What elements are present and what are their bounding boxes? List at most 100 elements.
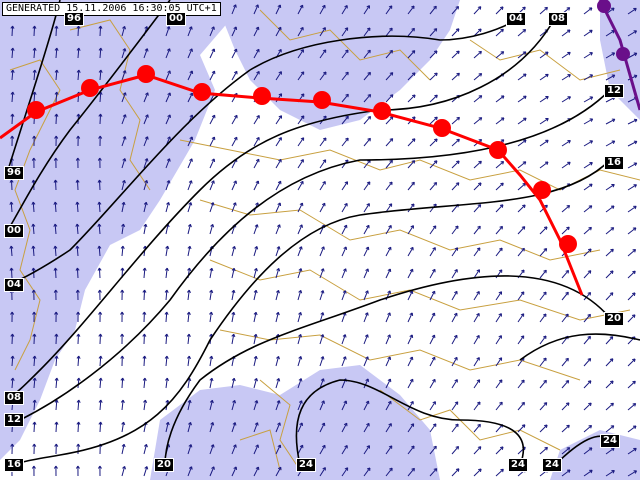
wind-arrow-head xyxy=(320,378,325,382)
wind-arrow-head xyxy=(299,202,304,207)
wind-arrow xyxy=(561,402,570,411)
wind-arrow-head xyxy=(98,135,103,139)
wind-arrow xyxy=(319,445,326,455)
wind-arrow xyxy=(407,378,414,389)
wind-arrow-head xyxy=(76,135,81,139)
wind-arrow-head xyxy=(431,356,436,361)
wind-arrow xyxy=(605,270,614,279)
wind-arrow xyxy=(319,27,326,37)
wind-arrow-head xyxy=(499,6,504,10)
wind-arrow-head xyxy=(476,312,480,317)
wind-arrow-head xyxy=(300,26,304,31)
wind-arrow-head xyxy=(388,445,393,449)
wind-arrow xyxy=(231,246,236,257)
wind-arrow-head xyxy=(523,73,527,78)
wind-arrow-head xyxy=(121,201,126,206)
wind-arrow xyxy=(54,267,57,279)
wind-arrow-head xyxy=(476,334,480,339)
wind-arrow xyxy=(231,136,238,147)
wind-arrow-head xyxy=(320,356,325,360)
wind-arrow-head xyxy=(144,136,149,140)
warm-front-symbol xyxy=(137,65,155,83)
wind-arrow-head xyxy=(278,48,282,53)
wind-arrow xyxy=(363,445,370,455)
wind-arrow-head xyxy=(498,313,502,317)
wind-arrow xyxy=(363,312,369,323)
wind-arrow-head xyxy=(276,355,280,360)
wind-arrow-head xyxy=(610,402,614,407)
wind-arrow xyxy=(187,400,191,411)
wind-arrow xyxy=(605,402,614,411)
wind-arrow xyxy=(561,205,570,213)
wind-arrow xyxy=(121,377,124,389)
wind-arrow-head xyxy=(343,268,347,272)
wind-arrow-head xyxy=(455,5,460,10)
wind-arrow-head xyxy=(588,402,592,407)
wind-arrow-head xyxy=(189,158,193,162)
wind-arrow-head xyxy=(387,312,391,316)
wind-arrow xyxy=(385,356,391,367)
wind-arrow-head xyxy=(98,355,103,359)
wind-arrow-head xyxy=(276,224,281,228)
wind-arrow-head xyxy=(433,28,438,32)
wind-arrow-head xyxy=(478,73,483,77)
wind-arrow-head xyxy=(476,379,481,383)
wind-arrow-head xyxy=(521,226,526,230)
wind-arrow xyxy=(253,115,260,125)
wind-arrow xyxy=(605,227,614,235)
wind-arrow xyxy=(98,179,101,191)
wind-arrow xyxy=(54,223,57,235)
wind-arrow-head xyxy=(97,223,102,227)
wind-arrow-head xyxy=(54,135,59,139)
wind-arrow-head xyxy=(322,137,327,141)
wind-arrow-head xyxy=(277,4,282,9)
wind-arrow-head xyxy=(342,356,347,360)
wind-arrow-head xyxy=(54,399,59,403)
wind-arrow xyxy=(495,291,502,301)
wind-arrow xyxy=(627,184,637,191)
wind-arrow xyxy=(517,247,525,257)
wind-arrow-head xyxy=(232,202,237,206)
wind-arrow-head xyxy=(32,69,37,73)
wind-arrow-head xyxy=(54,69,59,73)
isoline-12 xyxy=(19,89,611,421)
wind-arrow xyxy=(209,70,216,81)
wind-arrow xyxy=(429,28,438,37)
wind-arrow-head xyxy=(188,180,193,184)
wind-arrow xyxy=(275,180,282,191)
wind-arrow-head xyxy=(366,181,371,185)
wind-arrow xyxy=(341,224,348,235)
wind-arrow xyxy=(98,201,101,213)
wind-arrow xyxy=(143,114,149,125)
wind-arrow xyxy=(539,73,549,81)
wind-arrow xyxy=(473,117,483,125)
wind-arrow xyxy=(451,423,459,433)
wind-arrow-head xyxy=(365,268,369,272)
wind-arrow-head xyxy=(233,180,238,184)
wind-arrow-head xyxy=(253,311,258,316)
occluded-front-symbol xyxy=(597,0,611,13)
wind-arrow-head xyxy=(120,311,125,315)
wind-arrow-head xyxy=(500,160,505,165)
wind-arrow xyxy=(253,422,259,433)
wind-arrow-head xyxy=(432,401,436,405)
wind-arrow-head xyxy=(32,91,37,95)
wind-arrow xyxy=(605,52,615,59)
wind-arrow-head xyxy=(343,224,348,229)
wind-arrow xyxy=(429,468,438,477)
wind-arrow xyxy=(627,380,636,389)
occluded-front-symbol xyxy=(616,47,630,61)
isoline-00 xyxy=(7,0,171,231)
wind-arrow xyxy=(99,91,102,103)
wind-arrow xyxy=(429,72,438,81)
wind-arrow xyxy=(539,6,548,15)
wind-arrow-head xyxy=(522,139,527,143)
wind-arrow-head xyxy=(276,378,281,382)
wind-arrow-head xyxy=(367,137,371,142)
wind-arrow-head xyxy=(165,245,170,250)
wind-arrow-head xyxy=(344,467,349,471)
wind-arrow-head xyxy=(433,468,438,472)
wind-arrow-head xyxy=(323,115,327,120)
wind-arrow xyxy=(143,224,147,235)
wind-arrow xyxy=(209,136,215,147)
